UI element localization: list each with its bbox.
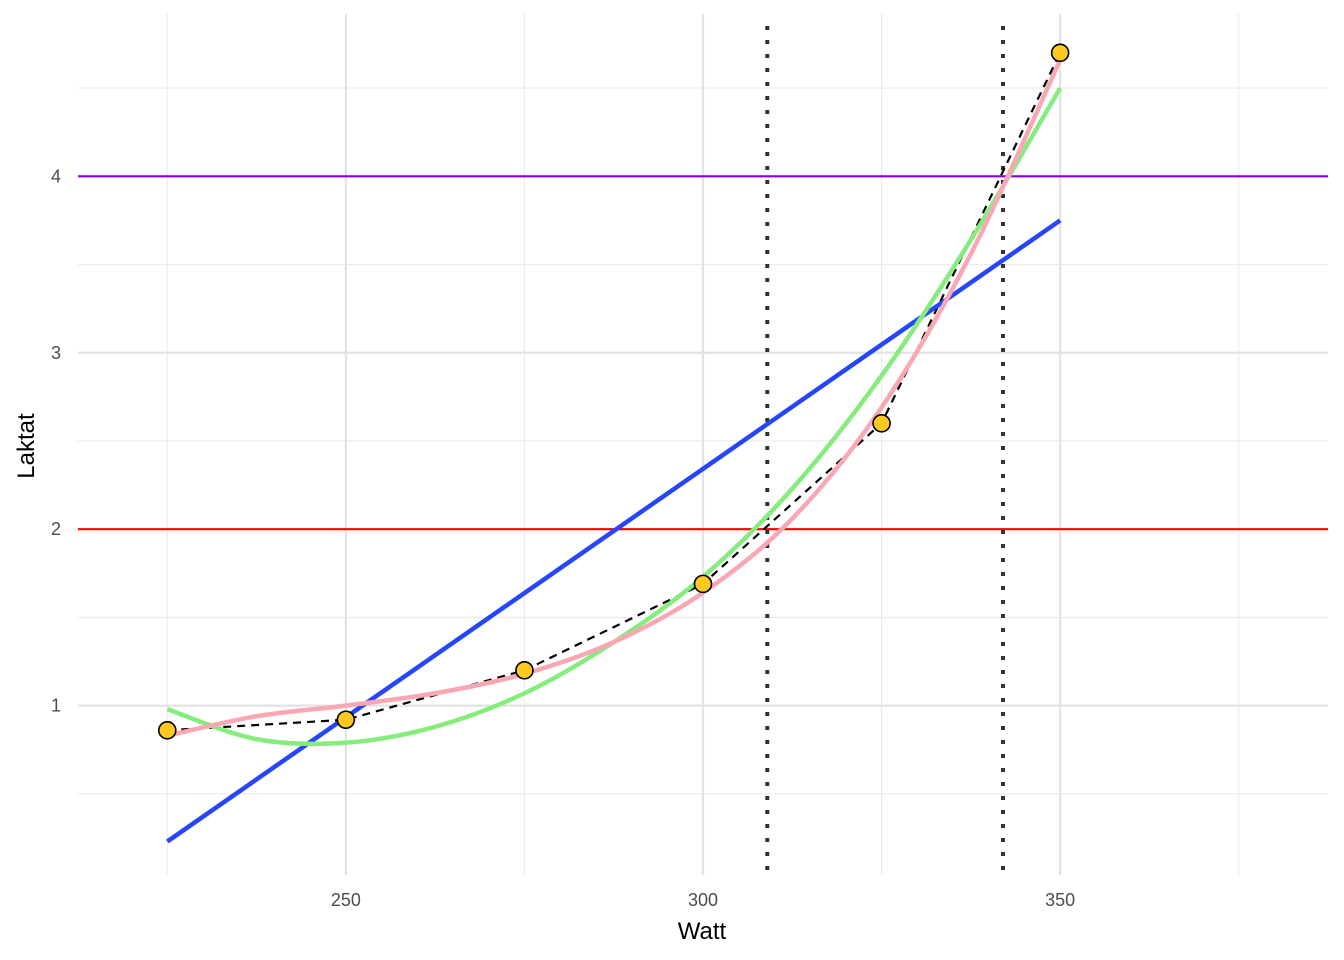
y-tick-label: 2 [51, 519, 61, 539]
reference-hlines [78, 175, 1328, 531]
data-point [872, 414, 891, 433]
x-tick-label: 350 [1045, 890, 1075, 910]
data-point [157, 721, 177, 740]
data-point [336, 710, 356, 730]
x-tick-labels: 250 300 350 [331, 890, 1075, 910]
data-point [515, 661, 534, 680]
linear-fit-line [166, 218, 1062, 844]
x-axis-title: Watt [678, 918, 727, 945]
quadratic-fit-line [166, 86, 1063, 747]
x-tick-label: 300 [688, 890, 718, 910]
y-tick-label: 4 [51, 166, 61, 186]
data-point [1050, 43, 1070, 63]
cubic-fit-line [166, 58, 1063, 738]
y-tick-label: 1 [51, 696, 61, 716]
y-tick-label: 3 [51, 343, 61, 363]
y-axis-title: Laktat [13, 413, 40, 479]
x-tick-label: 250 [331, 890, 361, 910]
grid-major [78, 14, 1328, 875]
series-lines [166, 52, 1063, 844]
data-points [157, 43, 1070, 740]
reference-vlines [765, 26, 1005, 875]
dashed-line [167, 52, 1062, 732]
data-point [693, 574, 713, 594]
y-tick-labels: 1 2 3 4 [51, 166, 61, 715]
